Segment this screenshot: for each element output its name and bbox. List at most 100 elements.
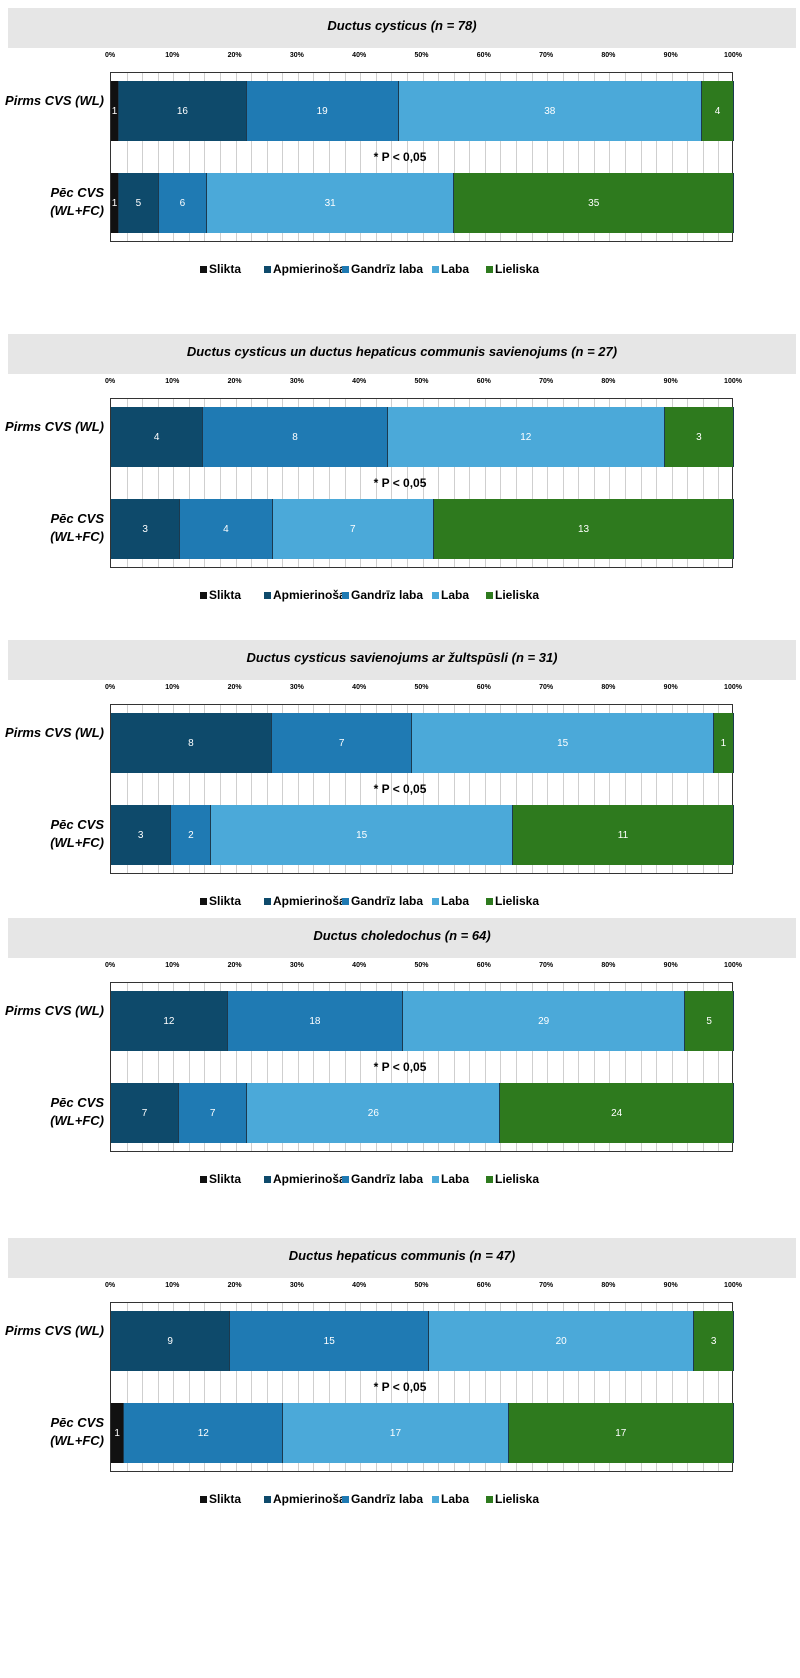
legend-swatch bbox=[200, 266, 207, 273]
legend-swatch bbox=[432, 266, 439, 273]
grid-line bbox=[624, 983, 626, 1151]
legend-label: Lieliska bbox=[495, 1492, 540, 1506]
bar-segment-lieliska: 1 bbox=[713, 713, 734, 773]
bar-segment-laba: 15 bbox=[412, 713, 714, 773]
plot-area: 8 7 15 1 3 2 15 11 bbox=[110, 704, 734, 874]
chart-title-bar: Ductus hepaticus communis (n = 47) bbox=[8, 1238, 796, 1278]
grid-line bbox=[282, 983, 284, 1151]
grid-line bbox=[157, 73, 159, 241]
x-tick-label: 60% bbox=[476, 962, 491, 969]
grid-line bbox=[282, 705, 284, 873]
grid-line bbox=[547, 983, 549, 1151]
legend-swatch bbox=[264, 1176, 271, 1183]
grid-line bbox=[406, 1303, 408, 1471]
grid-line bbox=[173, 399, 175, 567]
bar-segment-lieliska: 17 bbox=[508, 1403, 734, 1463]
grid-line bbox=[313, 1303, 315, 1471]
legend-item-lieliska: Lieliska bbox=[486, 1492, 539, 1507]
legend-item-laba: Laba bbox=[432, 588, 469, 603]
legend-swatch bbox=[486, 898, 493, 905]
grid-line bbox=[375, 399, 377, 567]
x-tick-label: 50% bbox=[414, 684, 429, 691]
grid-line bbox=[500, 399, 502, 567]
grid-line bbox=[640, 983, 642, 1151]
significance-note: * P < 0,05 bbox=[373, 1380, 427, 1394]
grid-line bbox=[531, 399, 533, 567]
x-tick-label: 20% bbox=[227, 378, 242, 385]
legend-label: Laba bbox=[441, 894, 470, 908]
x-tick-label: 0% bbox=[104, 52, 116, 59]
x-tick-label: 40% bbox=[352, 962, 367, 969]
grid-line bbox=[687, 705, 689, 873]
grid-line bbox=[344, 73, 346, 241]
legend-label: Laba bbox=[441, 588, 470, 602]
bar-segment-gandriz_laba: 7 bbox=[179, 1083, 248, 1143]
bar-segment-gandriz_laba: 19 bbox=[246, 81, 399, 141]
x-tick-label: 30% bbox=[289, 52, 304, 59]
chart-panel-4: Ductus choledochus (n = 64) 0% 10% 20% 30% 40… bbox=[0, 910, 800, 1220]
grid-line bbox=[469, 73, 471, 241]
grid-line bbox=[235, 73, 237, 241]
grid-line bbox=[344, 705, 346, 873]
x-tick-label: 20% bbox=[227, 684, 242, 691]
y-category-label: Pēc CVS (WL+FC) bbox=[50, 511, 104, 544]
legend-label: Apmierinoša bbox=[273, 1492, 346, 1506]
grid-line bbox=[438, 705, 440, 873]
grid-line bbox=[204, 399, 206, 567]
grid-line bbox=[469, 983, 471, 1151]
grid-line bbox=[142, 73, 144, 241]
chart-legend: Slikta Apmierinoša Gandrīz laba Laba Lielisk… bbox=[200, 1492, 620, 1532]
chart-title: Ductus choledochus (n = 64) bbox=[313, 928, 491, 943]
grid-line bbox=[391, 1303, 393, 1471]
grid-line bbox=[469, 1303, 471, 1471]
bar-pirms: 12 18 29 5 bbox=[111, 991, 734, 1051]
grid-line bbox=[624, 73, 626, 241]
grid-line bbox=[282, 73, 284, 241]
grid-line bbox=[297, 73, 299, 241]
grid-line bbox=[173, 983, 175, 1151]
grid-line bbox=[313, 983, 315, 1151]
x-tick-label: 80% bbox=[601, 684, 616, 691]
grid-line bbox=[593, 983, 595, 1151]
grid-line bbox=[266, 705, 268, 873]
grid-line bbox=[531, 983, 533, 1151]
bar-segment-gandriz_laba: 18 bbox=[227, 991, 404, 1051]
significance-note: * P < 0,05 bbox=[373, 476, 427, 490]
bar-segment-gandriz_laba: 15 bbox=[230, 1311, 430, 1371]
legend-swatch bbox=[432, 898, 439, 905]
x-tick-label: 40% bbox=[352, 1282, 367, 1289]
grid-line bbox=[624, 1303, 626, 1471]
x-tick-label: 80% bbox=[601, 52, 616, 59]
grid-line bbox=[142, 983, 144, 1151]
grid-line bbox=[484, 399, 486, 567]
grid-line bbox=[173, 73, 175, 241]
grid-line bbox=[438, 1303, 440, 1471]
grid-line bbox=[500, 1303, 502, 1471]
bar-pec: 3 4 7 13 bbox=[111, 499, 734, 559]
legend-label: Apmierinoša bbox=[273, 588, 346, 602]
legend-swatch bbox=[342, 1176, 349, 1183]
x-tick-label: 100% bbox=[724, 684, 742, 691]
grid-line bbox=[173, 705, 175, 873]
chart-legend: Slikta Apmierinoša Gandrīz laba Laba Lielisk… bbox=[200, 262, 620, 302]
x-tick-label: 90% bbox=[663, 52, 678, 59]
bar-segment-laba: 20 bbox=[429, 1311, 695, 1371]
bar-segment-apmierinosa: 9 bbox=[111, 1311, 231, 1371]
plot-area: 12 18 29 5 7 7 26 24 bbox=[110, 982, 734, 1152]
x-tick-label: 40% bbox=[352, 378, 367, 385]
grid-line bbox=[671, 73, 673, 241]
grid-line bbox=[391, 399, 393, 567]
grid-line bbox=[406, 399, 408, 567]
legend-item-gandriz_laba: Gandrīz laba bbox=[342, 894, 423, 909]
x-tick-label: 20% bbox=[227, 1282, 242, 1289]
x-tick-label: 90% bbox=[663, 378, 678, 385]
legend-item-lieliska: Lieliska bbox=[486, 262, 539, 277]
grid-line bbox=[297, 983, 299, 1151]
grid-line bbox=[671, 983, 673, 1151]
grid-line bbox=[313, 73, 315, 241]
x-tick-label: 40% bbox=[352, 52, 367, 59]
plot-area: 9 15 20 3 1 12 17 17 bbox=[110, 1302, 734, 1472]
grid-line bbox=[204, 1303, 206, 1471]
legend-swatch bbox=[432, 1496, 439, 1503]
y-category-label: Pirms CVS (WL) bbox=[5, 725, 104, 740]
